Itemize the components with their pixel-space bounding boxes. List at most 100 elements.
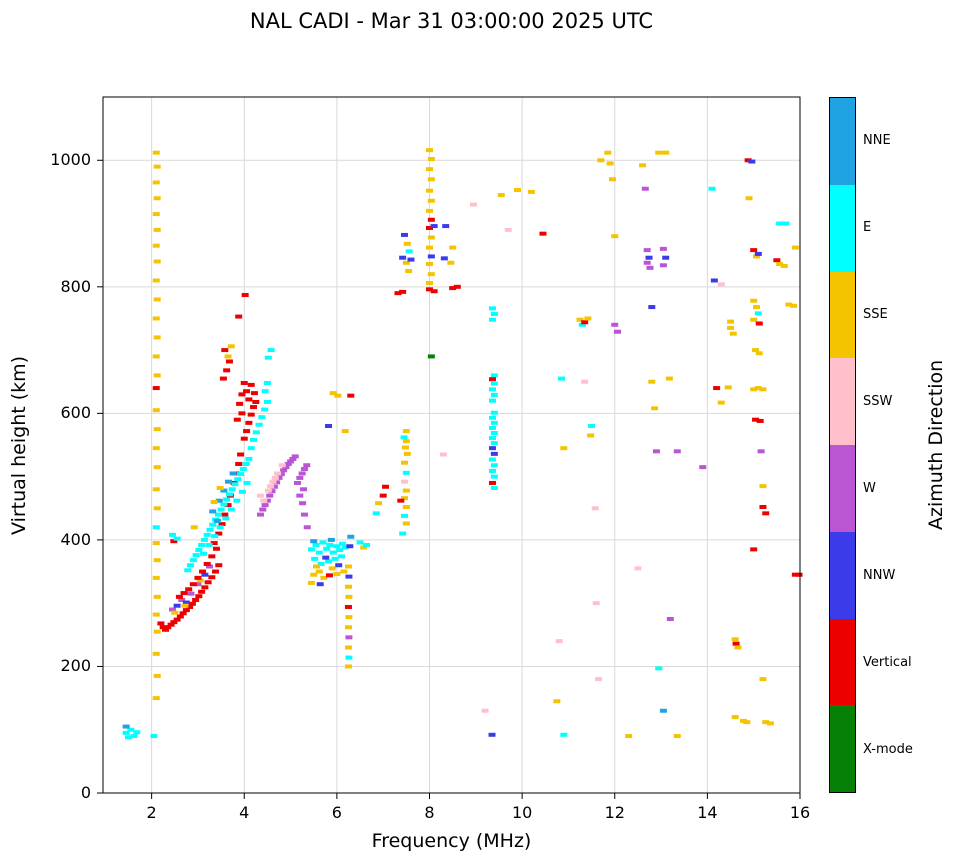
echo-point — [634, 566, 642, 571]
echo-point — [247, 446, 255, 451]
echo-point — [228, 487, 236, 492]
x-tick-label: 10 — [511, 803, 533, 822]
echo-point — [402, 488, 410, 493]
echo-point — [576, 317, 584, 322]
echo-point — [189, 558, 197, 563]
colorbar-label-ssw: SSW — [863, 393, 893, 409]
echo-point — [227, 344, 235, 349]
echo-point — [198, 589, 206, 594]
echo-point — [181, 603, 189, 608]
echo-point — [153, 335, 161, 340]
echo-point — [655, 150, 663, 155]
echo-point — [759, 484, 767, 489]
echo-point — [235, 461, 243, 466]
echo-point — [252, 430, 260, 435]
echo-point — [729, 331, 737, 336]
echo-point — [182, 600, 190, 605]
echo-point — [430, 224, 438, 229]
echo-point — [152, 541, 160, 546]
echo-point — [606, 161, 614, 166]
echo-point — [405, 269, 413, 273]
echo-point — [625, 734, 633, 739]
echo-point — [759, 505, 767, 510]
echo-point — [790, 303, 798, 308]
echo-point — [382, 484, 390, 489]
echo-point — [303, 525, 311, 530]
echo-point — [152, 525, 160, 530]
echo-point — [659, 708, 667, 713]
echo-point — [219, 376, 227, 381]
echo-point — [335, 563, 343, 568]
echo-point — [336, 548, 344, 553]
echo-point — [190, 525, 198, 530]
echo-point — [399, 289, 407, 294]
echo-point — [614, 329, 622, 334]
echo-point — [555, 639, 563, 644]
echo-point — [153, 629, 161, 634]
echo-point — [240, 436, 248, 441]
echo-point — [490, 312, 498, 317]
echo-point — [159, 625, 167, 630]
echo-point — [233, 417, 241, 422]
echo-point — [488, 398, 496, 403]
echo-point — [263, 399, 271, 404]
echo-point — [220, 502, 228, 507]
echo-point — [539, 231, 547, 236]
echo-point — [198, 542, 206, 547]
echo-point — [221, 348, 229, 353]
echo-point — [372, 511, 380, 516]
echo-point — [247, 412, 255, 417]
colorbar-label-w: W — [863, 480, 876, 496]
echo-point — [752, 254, 760, 259]
echo-point — [759, 677, 767, 682]
colorbar-segment-w — [830, 445, 855, 532]
echo-point — [426, 245, 434, 250]
echo-point — [152, 612, 160, 617]
echo-point — [333, 544, 341, 549]
echo-point — [200, 537, 208, 542]
echo-point — [402, 505, 410, 510]
echo-point — [243, 429, 251, 434]
colorbar-label-vertical: Vertical — [863, 654, 912, 670]
plot-border — [102, 96, 801, 794]
echo-point — [325, 424, 333, 429]
echo-point — [782, 221, 790, 226]
echo-point — [488, 425, 496, 430]
echo-point — [795, 572, 803, 577]
echo-point — [331, 556, 339, 561]
echo-point — [267, 484, 275, 489]
echo-point — [240, 380, 248, 385]
colorbar-segment-sse — [830, 271, 855, 359]
echo-point — [652, 449, 660, 454]
echo-point — [328, 566, 336, 571]
x-tick-label: 4 — [239, 803, 250, 822]
echo-point — [560, 732, 568, 737]
echo-point — [659, 263, 667, 268]
echo-point — [752, 305, 760, 310]
echo-point — [182, 608, 190, 613]
echo-point — [260, 498, 268, 503]
echo-point — [344, 664, 352, 669]
echo-point — [215, 531, 223, 536]
echo-point — [488, 415, 496, 420]
x-tick-label: 6 — [331, 803, 342, 822]
echo-point — [196, 578, 204, 583]
echo-point — [274, 471, 282, 476]
echo-point — [490, 393, 498, 398]
echo-point — [152, 408, 160, 413]
echo-point — [259, 507, 267, 512]
echo-point — [153, 594, 161, 599]
echo-point — [488, 480, 496, 485]
echo-point — [216, 486, 224, 491]
echo-point — [234, 477, 242, 482]
echo-point — [334, 393, 342, 398]
echo-point — [745, 196, 753, 201]
echo-point — [325, 573, 333, 578]
echo-point — [743, 720, 751, 725]
y-axis-label: Virtual height (km) — [8, 355, 30, 535]
echo-point — [152, 386, 160, 391]
echo-point — [648, 379, 656, 384]
echo-point — [252, 399, 260, 404]
echo-point — [734, 645, 742, 650]
echo-point — [237, 472, 245, 477]
